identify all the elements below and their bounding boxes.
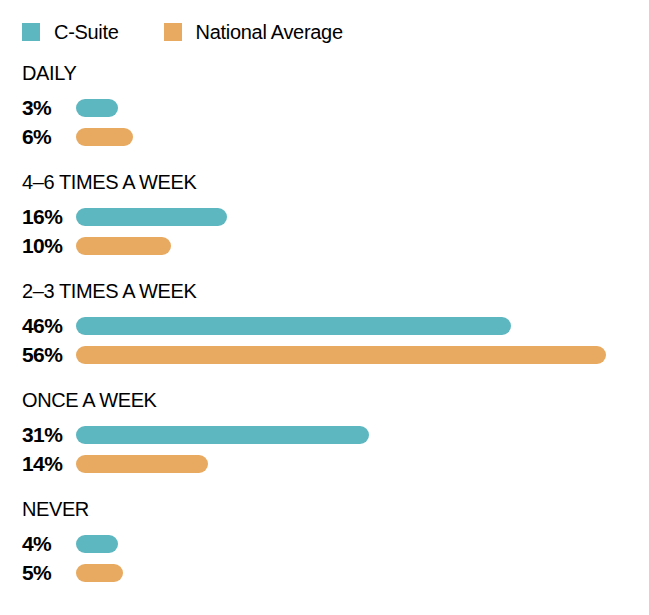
legend: C-Suite National Average bbox=[22, 22, 649, 42]
value-label: 46% bbox=[22, 314, 76, 338]
value-label: 5% bbox=[22, 561, 76, 585]
bar-row: 16% bbox=[22, 202, 649, 231]
legend-label: National Average bbox=[196, 21, 343, 44]
bar-national-average bbox=[76, 237, 171, 255]
bar-national-average bbox=[76, 346, 606, 364]
legend-item: National Average bbox=[164, 21, 343, 44]
value-label: 31% bbox=[22, 423, 76, 447]
legend-swatch-icon bbox=[164, 23, 182, 41]
value-label: 10% bbox=[22, 234, 76, 258]
category-group: NEVER 4% 5% bbox=[22, 499, 649, 587]
value-label: 56% bbox=[22, 343, 76, 367]
value-label: 14% bbox=[22, 452, 76, 476]
category-group: ONCE A WEEK 31% 14% bbox=[22, 390, 649, 478]
bar-row: 5% bbox=[22, 558, 649, 587]
bar-national-average bbox=[76, 128, 133, 146]
bar-c-suite bbox=[76, 426, 369, 444]
bar-row: 14% bbox=[22, 449, 649, 478]
category-group: 4–6 TIMES A WEEK 16% 10% bbox=[22, 172, 649, 260]
bar-row: 46% bbox=[22, 311, 649, 340]
bar-c-suite bbox=[76, 99, 118, 117]
bar-c-suite bbox=[76, 535, 118, 553]
category-label: NEVER bbox=[22, 499, 649, 519]
bar-row: 10% bbox=[22, 231, 649, 260]
legend-swatch-icon bbox=[22, 23, 40, 41]
bar-national-average bbox=[76, 455, 208, 473]
value-label: 3% bbox=[22, 96, 76, 120]
value-label: 16% bbox=[22, 205, 76, 229]
category-label: 4–6 TIMES A WEEK bbox=[22, 172, 649, 192]
category-label: 2–3 TIMES A WEEK bbox=[22, 281, 649, 301]
value-label: 4% bbox=[22, 532, 76, 556]
bar-row: 4% bbox=[22, 529, 649, 558]
bar-row: 3% bbox=[22, 93, 649, 122]
legend-item: C-Suite bbox=[22, 21, 119, 44]
legend-label: C-Suite bbox=[54, 21, 119, 44]
bar-c-suite bbox=[76, 208, 227, 226]
bar-c-suite bbox=[76, 317, 511, 335]
bar-row: 31% bbox=[22, 420, 649, 449]
category-label: ONCE A WEEK bbox=[22, 390, 649, 410]
category-label: DAILY bbox=[22, 63, 649, 83]
value-label: 6% bbox=[22, 125, 76, 149]
category-group: DAILY 3% 6% bbox=[22, 63, 649, 151]
bar-national-average bbox=[76, 564, 123, 582]
category-group: 2–3 TIMES A WEEK 46% 56% bbox=[22, 281, 649, 369]
bar-chart: DAILY 3% 6% 4–6 TIMES A WEEK 16% 10% 2–3 TIMES… bbox=[22, 63, 649, 587]
bar-row: 56% bbox=[22, 340, 649, 369]
bar-row: 6% bbox=[22, 122, 649, 151]
infographic-page: C-Suite National Average DAILY 3% 6% 4–6 TIM… bbox=[0, 0, 649, 615]
